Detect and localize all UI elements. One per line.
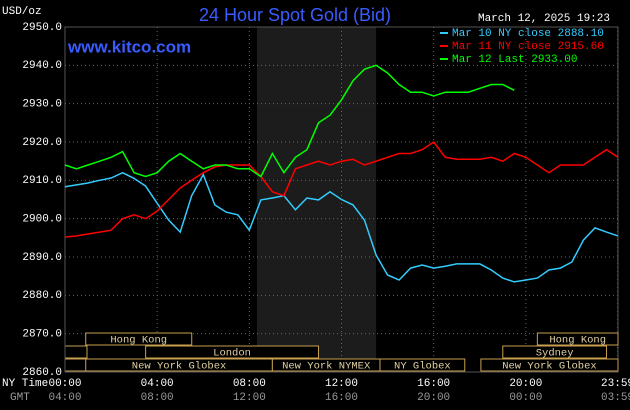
session-box (379, 358, 466, 372)
session-box (85, 332, 193, 346)
session-label: NY Globex (394, 360, 451, 372)
session-label: Sydney (536, 347, 574, 359)
x-tick-label: 00:00 (48, 378, 81, 390)
series-line (64, 140, 619, 238)
y-tick-label: 2900.0 (22, 214, 62, 226)
session-label: New York NYMEX (282, 360, 371, 372)
session-label: New York Globex (132, 360, 227, 372)
source: www.kitco.com (67, 37, 191, 56)
series-line (64, 171, 619, 283)
x2-tick-label: 00:00 (509, 392, 542, 404)
x2-tick-label: 20:00 (417, 392, 450, 404)
y-tick-label: 2920.0 (22, 137, 62, 149)
y-tick-label: 2940.0 (22, 60, 62, 72)
x2-row-label: GMT (10, 392, 30, 404)
x2-tick-label: 08:00 (141, 392, 174, 404)
x-tick-label: 04:00 (141, 378, 174, 390)
x-row-label: NY Time (2, 378, 48, 390)
timestamp: March 12, 2025 19:23 (478, 13, 610, 25)
y-unit: USD/oz (2, 6, 42, 18)
x2-tick-label: 04:00 (48, 392, 81, 404)
x-tick-label: 16:00 (417, 378, 450, 390)
x-tick-label: 23:59 (601, 378, 630, 390)
x-tick-label: 20:00 (509, 378, 542, 390)
y-tick-label: 2950.0 (22, 22, 62, 34)
legend-label: Mar 12 Last 2933.00 (452, 54, 577, 66)
y-tick-label: 2870.0 (22, 329, 62, 341)
x2-tick-label: 16:00 (325, 392, 358, 404)
session-box (480, 358, 619, 372)
session-box (502, 345, 607, 359)
chart-title: 24 Hour Spot Gold (Bid) (199, 5, 391, 25)
x-tick-label: 08:00 (233, 378, 266, 390)
y-tick-label: 2890.0 (22, 252, 62, 264)
x2-tick-label: 12:00 (233, 392, 266, 404)
session-label: Hong Kong (549, 334, 606, 346)
plot-frame (64, 26, 619, 373)
x-tick-label: 12:00 (325, 378, 358, 390)
session-label: New York Globex (502, 360, 597, 372)
session-box (145, 345, 319, 359)
series-line (64, 64, 515, 178)
y-tick-label: 2930.0 (22, 99, 62, 111)
x2-tick-label: 03:59 (601, 392, 630, 404)
session-label: Hong Kong (110, 334, 167, 346)
y-tick-label: 2860.0 (22, 367, 62, 379)
y-tick-label: 2880.0 (22, 290, 62, 302)
y-tick-label: 2910.0 (22, 175, 62, 187)
session-label: London (213, 347, 251, 359)
legend-label: Mar 11 NY close 2915.60 (452, 41, 604, 53)
session-box (536, 332, 619, 346)
legend-label: Mar 10 NY close 2888.10 (452, 28, 604, 40)
